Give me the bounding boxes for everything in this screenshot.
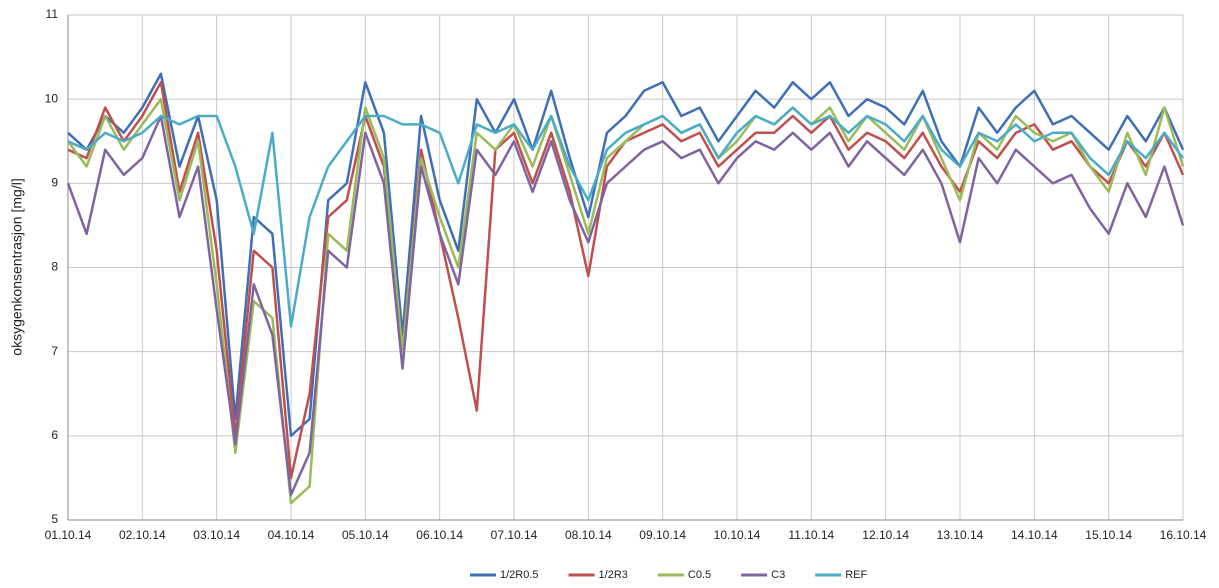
- x-tick-label: 12.10.14: [862, 528, 909, 542]
- y-tick-label: 9: [51, 176, 58, 190]
- x-tick-label: 09.10.14: [639, 528, 686, 542]
- y-tick-label: 7: [51, 344, 58, 358]
- y-tick-label: 5: [51, 512, 58, 526]
- series-line: [67, 72, 1185, 438]
- x-tick-label: 10.10.14: [714, 528, 761, 542]
- y-tick-label: 10: [45, 91, 59, 105]
- legend-label: C0.5: [688, 569, 711, 581]
- series-line: [66, 114, 1185, 497]
- x-tick-label: 05.10.14: [342, 528, 389, 542]
- series-line: [67, 106, 1185, 328]
- x-tick-label: 08.10.14: [565, 528, 612, 542]
- legend-label: 1/2R3: [599, 569, 628, 581]
- x-tick-label: 02.10.14: [119, 528, 166, 542]
- x-tick-label: 13.10.14: [937, 528, 984, 542]
- y-axis-label: oksygenkonsentrasjon [mg/l]: [9, 178, 25, 355]
- x-tick-label: 07.10.14: [491, 528, 538, 542]
- y-tick-label: 8: [51, 260, 58, 274]
- series-line: [66, 97, 1185, 505]
- x-tick-label: 01.10.14: [45, 528, 92, 542]
- y-tick-label: 11: [46, 7, 59, 21]
- x-tick-label: 16.10.14: [1160, 528, 1207, 542]
- legend-label: 1/2R0.5: [500, 569, 539, 581]
- x-tick-label: 11.10.14: [788, 528, 834, 542]
- x-tick-label: 15.10.14: [1085, 528, 1132, 542]
- y-tick-label: 6: [51, 428, 58, 442]
- legend-label: C3: [771, 569, 785, 581]
- x-tick-label: 14.10.14: [1011, 528, 1058, 542]
- x-tick-label: 06.10.14: [416, 528, 463, 542]
- x-tick-label: 03.10.14: [193, 528, 240, 542]
- x-tick-label: 04.10.14: [268, 528, 315, 542]
- legend-label: REF: [845, 569, 867, 581]
